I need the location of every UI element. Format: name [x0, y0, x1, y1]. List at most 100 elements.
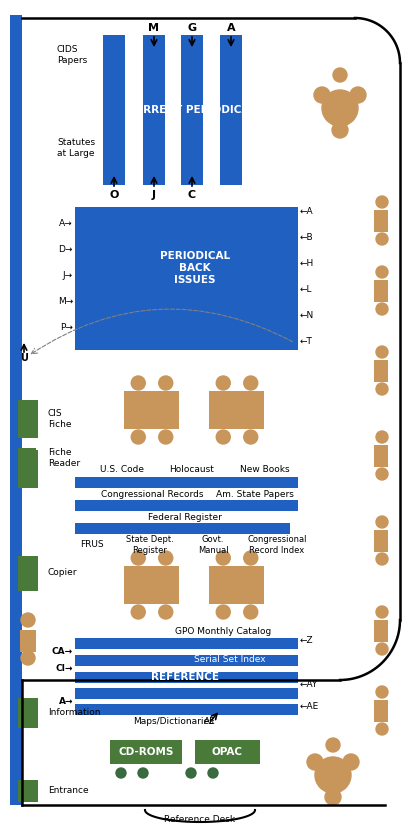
Text: ←A: ←A — [299, 207, 313, 216]
Text: G: G — [187, 23, 196, 33]
Bar — [75, 298, 297, 311]
Text: OPAC: OPAC — [211, 747, 242, 757]
Text: Congressional Records: Congressional Records — [101, 490, 203, 500]
Text: Holocaust: Holocaust — [169, 466, 214, 475]
Circle shape — [375, 686, 387, 698]
Circle shape — [375, 606, 387, 618]
Bar — [75, 638, 297, 649]
Circle shape — [375, 723, 387, 735]
Bar — [75, 246, 297, 259]
Circle shape — [331, 122, 347, 138]
Circle shape — [158, 551, 172, 565]
Text: J: J — [152, 190, 155, 200]
Bar — [75, 704, 297, 715]
Bar — [373, 360, 387, 382]
Bar — [373, 280, 387, 302]
Circle shape — [375, 266, 387, 278]
Bar — [180, 35, 202, 185]
Bar — [75, 272, 297, 285]
Text: Maps/Dictionaries: Maps/Dictionaries — [133, 718, 213, 726]
Text: D→: D→ — [58, 246, 73, 255]
Text: C: C — [187, 190, 196, 200]
Circle shape — [216, 551, 230, 565]
Circle shape — [375, 431, 387, 443]
Text: ←Z: ←Z — [299, 637, 313, 646]
Circle shape — [375, 643, 387, 655]
Bar — [75, 500, 297, 511]
Text: ←N: ←N — [299, 310, 313, 319]
Bar — [18, 400, 38, 438]
Bar — [18, 780, 38, 802]
Text: CD-ROMS: CD-ROMS — [118, 747, 173, 757]
Bar — [373, 530, 387, 552]
Circle shape — [314, 757, 350, 793]
Text: Entrance: Entrance — [48, 786, 88, 796]
Circle shape — [375, 468, 387, 480]
Circle shape — [375, 233, 387, 245]
Text: CIS
Fiche: CIS Fiche — [48, 409, 71, 428]
Circle shape — [375, 346, 387, 358]
Circle shape — [313, 87, 329, 103]
Bar — [373, 700, 387, 722]
Text: J→: J→ — [63, 271, 73, 280]
Bar — [75, 285, 297, 298]
Bar — [75, 523, 289, 534]
Text: Congressional
Record Index: Congressional Record Index — [247, 535, 306, 555]
Bar — [209, 391, 264, 429]
Circle shape — [131, 430, 145, 444]
Bar — [75, 672, 297, 683]
Text: GPO Monthly Catalog: GPO Monthly Catalog — [175, 628, 271, 637]
Text: ←T: ←T — [299, 337, 312, 346]
Circle shape — [158, 605, 172, 619]
Text: M: M — [148, 23, 159, 33]
Circle shape — [375, 196, 387, 208]
Circle shape — [324, 789, 340, 805]
Bar — [373, 445, 387, 467]
Circle shape — [342, 754, 358, 770]
Circle shape — [25, 462, 35, 472]
Text: CURRENT PERIODICALS: CURRENT PERIODICALS — [126, 105, 263, 115]
Text: ←B: ←B — [299, 232, 313, 241]
Circle shape — [321, 90, 357, 126]
Text: FRUS: FRUS — [80, 541, 103, 549]
Text: Am. State Papers: Am. State Papers — [216, 490, 293, 500]
Circle shape — [21, 651, 35, 665]
Text: Reference Desk: Reference Desk — [164, 815, 235, 825]
Circle shape — [21, 613, 35, 627]
Text: U.S. Code: U.S. Code — [100, 466, 144, 475]
Circle shape — [186, 768, 196, 778]
Text: ←H: ←H — [299, 259, 313, 267]
Circle shape — [332, 68, 346, 82]
Bar — [18, 450, 38, 488]
Circle shape — [158, 430, 172, 444]
Text: Statutes
at Large: Statutes at Large — [57, 138, 95, 158]
Circle shape — [158, 376, 172, 390]
Circle shape — [216, 376, 230, 390]
Bar — [209, 566, 264, 604]
Text: New Books: New Books — [240, 466, 289, 475]
Bar — [75, 220, 297, 233]
Text: PERIODICAL
BACK
ISSUES: PERIODICAL BACK ISSUES — [160, 251, 229, 284]
Bar — [110, 740, 182, 764]
Bar — [75, 337, 297, 350]
Text: P→: P→ — [60, 323, 73, 332]
Bar — [18, 698, 38, 728]
Circle shape — [131, 376, 145, 390]
Bar — [195, 740, 259, 764]
Circle shape — [131, 551, 145, 565]
Bar — [124, 391, 179, 429]
Text: Serial Set Index: Serial Set Index — [194, 656, 265, 665]
Bar — [20, 630, 36, 652]
Bar — [75, 207, 297, 220]
Circle shape — [375, 303, 387, 315]
Circle shape — [325, 738, 339, 752]
Circle shape — [375, 383, 387, 395]
Bar — [18, 463, 28, 471]
Bar — [75, 688, 297, 699]
Text: Govt.
Manual: Govt. Manual — [197, 535, 228, 555]
Bar — [373, 620, 387, 642]
Bar — [143, 35, 164, 185]
Bar — [75, 259, 297, 272]
Circle shape — [243, 430, 257, 444]
Text: CIDS
Papers: CIDS Papers — [57, 45, 87, 65]
